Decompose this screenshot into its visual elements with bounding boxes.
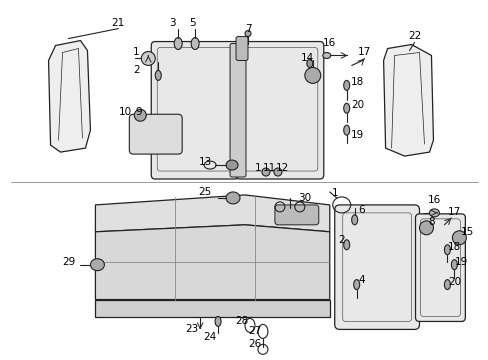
Ellipse shape: [450, 260, 456, 270]
Text: 1: 1: [331, 188, 337, 198]
Ellipse shape: [225, 192, 240, 204]
Text: 22: 22: [407, 31, 420, 41]
Ellipse shape: [351, 215, 357, 225]
Text: 18: 18: [350, 77, 364, 87]
Ellipse shape: [90, 259, 104, 271]
Text: 15: 15: [460, 227, 473, 237]
Ellipse shape: [134, 109, 146, 121]
Polygon shape: [95, 300, 329, 318]
Text: 17: 17: [357, 48, 370, 58]
Text: 23: 23: [185, 324, 198, 334]
Ellipse shape: [343, 240, 349, 250]
Text: 1: 1: [254, 163, 261, 173]
Text: 18: 18: [447, 242, 460, 252]
Ellipse shape: [322, 53, 330, 58]
Ellipse shape: [306, 59, 312, 67]
FancyBboxPatch shape: [334, 205, 419, 329]
FancyBboxPatch shape: [236, 37, 247, 60]
Text: 10: 10: [119, 107, 132, 117]
Text: 3: 3: [168, 18, 175, 28]
Ellipse shape: [428, 209, 439, 217]
Text: 14: 14: [301, 54, 314, 63]
Ellipse shape: [244, 31, 250, 37]
Ellipse shape: [273, 168, 281, 176]
Ellipse shape: [141, 51, 155, 66]
Text: 2: 2: [133, 66, 140, 76]
Text: 1: 1: [133, 48, 140, 58]
Text: 5: 5: [188, 18, 195, 28]
Text: 13: 13: [198, 157, 211, 167]
FancyBboxPatch shape: [274, 205, 318, 225]
Ellipse shape: [444, 245, 449, 255]
Ellipse shape: [419, 221, 432, 235]
Text: 19: 19: [350, 130, 364, 140]
Text: 29: 29: [62, 257, 75, 267]
Text: 21: 21: [111, 18, 125, 28]
Text: 28: 28: [235, 316, 248, 327]
Text: 7: 7: [244, 24, 251, 33]
Text: 19: 19: [454, 257, 467, 267]
Text: 16: 16: [427, 195, 440, 205]
Text: 12: 12: [276, 163, 289, 173]
Text: 4: 4: [358, 275, 364, 285]
Text: 20: 20: [447, 276, 460, 287]
Polygon shape: [383, 45, 432, 156]
Ellipse shape: [343, 80, 349, 90]
Text: 30: 30: [298, 193, 311, 203]
Ellipse shape: [304, 67, 320, 84]
Polygon shape: [48, 41, 90, 152]
Ellipse shape: [444, 280, 449, 289]
Text: 17: 17: [447, 207, 460, 217]
Ellipse shape: [191, 37, 199, 50]
Ellipse shape: [215, 316, 221, 327]
FancyBboxPatch shape: [129, 114, 182, 154]
FancyBboxPatch shape: [236, 41, 323, 179]
Ellipse shape: [155, 71, 161, 80]
Text: 20: 20: [350, 100, 364, 110]
Ellipse shape: [451, 231, 466, 245]
Polygon shape: [95, 225, 329, 300]
Text: 6: 6: [358, 205, 364, 215]
Ellipse shape: [353, 280, 359, 289]
Text: 25: 25: [198, 187, 211, 197]
Text: 24: 24: [203, 332, 216, 342]
Ellipse shape: [174, 37, 182, 50]
Text: 8: 8: [427, 217, 434, 227]
Text: 9: 9: [135, 107, 142, 117]
Text: 11: 11: [263, 163, 276, 173]
Text: 27: 27: [248, 327, 261, 336]
Ellipse shape: [262, 168, 269, 176]
FancyBboxPatch shape: [415, 214, 465, 321]
Polygon shape: [95, 195, 329, 232]
FancyBboxPatch shape: [151, 41, 239, 179]
Text: 2: 2: [338, 235, 345, 245]
FancyBboxPatch shape: [229, 44, 245, 177]
Ellipse shape: [343, 125, 349, 135]
Text: 16: 16: [323, 37, 336, 48]
Ellipse shape: [343, 103, 349, 113]
Ellipse shape: [225, 160, 238, 170]
Text: 26: 26: [248, 339, 261, 349]
